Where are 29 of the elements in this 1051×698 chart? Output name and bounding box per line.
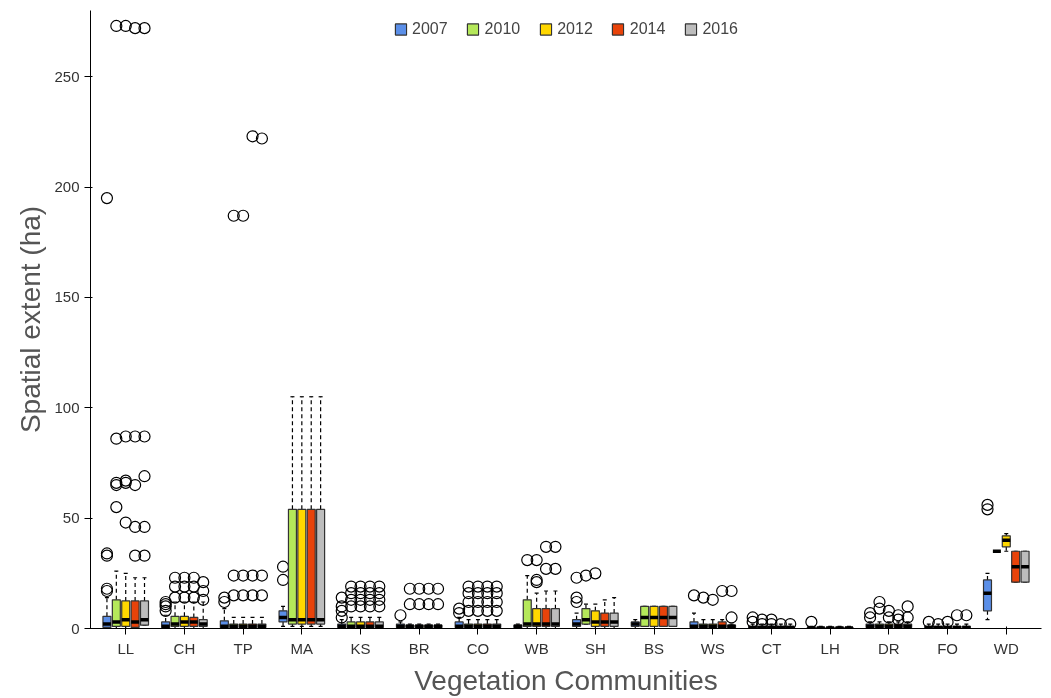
legend-label: 2007 bbox=[412, 20, 448, 38]
x-tick-label: CT bbox=[761, 639, 782, 657]
x-tick-label: TP bbox=[233, 639, 253, 657]
x-tick-label: WB bbox=[524, 639, 549, 657]
x-tick-label: WD bbox=[993, 639, 1019, 657]
x-tick-label: MA bbox=[290, 639, 314, 657]
x-tick-label: FO bbox=[937, 639, 958, 657]
y-tick-label: 200 bbox=[54, 178, 80, 196]
x-tick-label: WS bbox=[700, 639, 725, 657]
x-tick-label: CO bbox=[466, 639, 490, 657]
legend-label: 2010 bbox=[484, 20, 521, 38]
x-tick-label: KS bbox=[350, 639, 371, 657]
legend-label: 2016 bbox=[702, 20, 738, 38]
y-tick-label: 0 bbox=[71, 619, 80, 637]
y-tick-label: 100 bbox=[54, 398, 80, 416]
y-tick-label: 50 bbox=[62, 509, 80, 527]
y-tick-label: 250 bbox=[54, 67, 80, 85]
legend-label: 2014 bbox=[629, 20, 666, 38]
x-tick-label: CH bbox=[173, 639, 196, 657]
x-tick-label: LL bbox=[117, 639, 135, 657]
x-tick-label: BS bbox=[644, 639, 665, 657]
y-tick-label: 150 bbox=[54, 288, 80, 306]
y-axis-title: Spatial extent (ha) bbox=[15, 205, 47, 434]
x-axis-title: Vegetation Communities bbox=[414, 664, 718, 696]
x-tick-label: BR bbox=[408, 639, 430, 657]
x-tick-label: SH bbox=[584, 639, 606, 657]
x-tick-label: LH bbox=[820, 639, 840, 657]
x-tick-label: DR bbox=[878, 639, 900, 657]
legend-label: 2012 bbox=[557, 20, 593, 38]
